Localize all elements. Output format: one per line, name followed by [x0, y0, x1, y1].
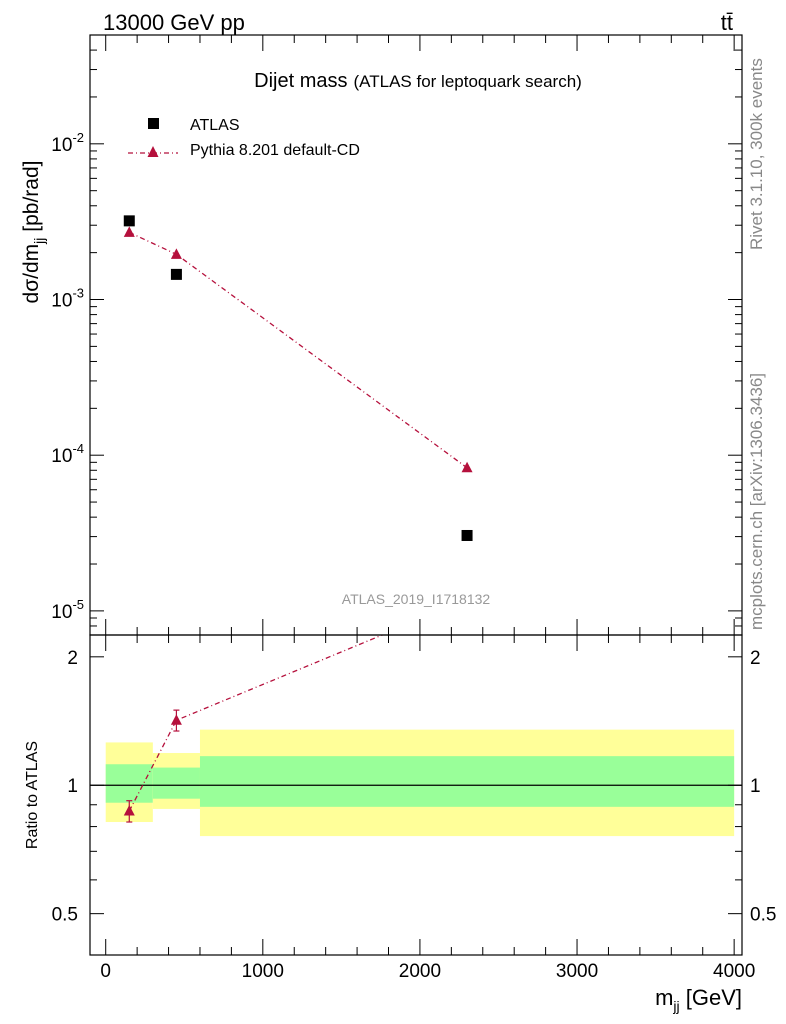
- main-y-axis-label-main: dσ/dm: [20, 244, 43, 304]
- main-panel-watermark: ATLAS_2019_I1718132: [342, 591, 491, 607]
- main-y-axis-label-unit: [pb/rad]: [20, 161, 43, 238]
- ratio-uncertainty-band-inner: [105, 764, 153, 803]
- x-tick-label: 3000: [556, 961, 598, 982]
- mcplots-label: mcplots.cern.ch [arXiv:1306.3436]: [747, 373, 766, 630]
- main-y-tick-label: 10-5: [51, 597, 84, 623]
- main-y-tick-label-exp: -4: [72, 441, 84, 456]
- main-y-tick-label-base: 10: [51, 291, 72, 312]
- pythia-point: [461, 461, 473, 473]
- ratio-uncertainty-band-inner: [152, 767, 200, 799]
- atlas-point: [123, 215, 135, 227]
- legend-atlas-label: ATLAS: [190, 117, 240, 134]
- main-y-tick-label-base: 10: [51, 446, 72, 467]
- main-y-tick-label-exp: -3: [72, 286, 84, 301]
- main-y-tick-label-exp: -5: [72, 597, 84, 612]
- x-tick-label: 2000: [399, 961, 441, 982]
- ratio-series-group: [123, 635, 384, 823]
- atlas-point: [170, 268, 182, 280]
- ratio-y-tick-label-left: 1: [67, 776, 78, 797]
- x-tick-label: 4000: [713, 961, 755, 982]
- x-tick-label: 1000: [242, 961, 284, 982]
- x-axis-label: mjj [GeV]: [655, 985, 742, 1014]
- x-axis-label-main: m: [655, 985, 673, 1010]
- main-y-tick-label-base: 10: [51, 602, 72, 623]
- ratio-y-tick-label-left: 0.5: [52, 905, 78, 926]
- ratio-panel: 0.5 0.5 1 1 2 2 0 1000 2000 3000 4000 Ratio to ATL…: [24, 634, 776, 1014]
- ratio-uncertainty-band-inner: [199, 756, 735, 807]
- series-pythia-line: [129, 231, 468, 469]
- ratio-frame: [89, 634, 743, 956]
- main-panel: ATLAS_2019_I1718132 10-210-310-410-5 Dij…: [20, 34, 743, 636]
- main-frame: [89, 34, 743, 636]
- ratio-pythia-point: [123, 805, 135, 816]
- main-y-axis-label: dσ/dmjj [pb/rad]: [20, 161, 47, 304]
- header-energy-label: 13000 GeV pp: [103, 10, 245, 35]
- chart-title-main: Dijet mass: [254, 70, 347, 92]
- x-tick-label: 0: [100, 961, 111, 982]
- main-y-tick-label: 10-2: [51, 130, 84, 156]
- pythia-point: [170, 248, 182, 259]
- ratio-pythia-line: [128, 635, 384, 812]
- legend-pythia-marker: [147, 146, 159, 157]
- ratio-y-axis-label: Ratio to ATLAS: [24, 741, 41, 849]
- main-y-axis-label-sub: jj: [31, 238, 47, 245]
- x-axis-label-sub: jj: [672, 998, 679, 1014]
- legend-pythia-label: Pythia 8.201 default-CD: [190, 142, 360, 159]
- header-process-label: tt̄: [721, 10, 733, 35]
- main-y-tick-label: 10-3: [51, 286, 84, 312]
- main-y-tick-label: 10-4: [51, 441, 84, 467]
- ratio-y-tick-label-right: 1: [750, 776, 761, 797]
- chart-subtitle: (ATLAS for leptoquark search): [354, 72, 582, 91]
- legend: ATLAS Pythia 8.201 default-CD: [128, 117, 360, 159]
- x-axis-label-unit: [GeV]: [680, 985, 742, 1010]
- main-axes: 10-210-310-410-5: [51, 34, 742, 636]
- main-y-tick-label-base: 10: [51, 135, 72, 156]
- main-y-tick-label-exp: -2: [72, 130, 84, 145]
- atlas-point: [461, 529, 473, 541]
- chart-title: Dijet mass (ATLAS for leptoquark search): [254, 70, 582, 92]
- legend-atlas-marker: [148, 118, 159, 129]
- pythia-point: [123, 226, 135, 237]
- ratio-axes: 0.5 0.5 1 1 2 2 0 1000 2000 3000 4000: [52, 635, 776, 982]
- ratio-y-tick-label-right: 2: [750, 648, 761, 669]
- main-plot-area: [123, 215, 473, 541]
- ratio-y-tick-label-right: 0.5: [750, 905, 776, 926]
- ratio-y-tick-label-left: 2: [67, 648, 78, 669]
- rivet-label: Rivet 3.1.10, 300k events: [747, 58, 766, 250]
- ratio-plot-area: [90, 635, 742, 837]
- ratio-pythia-point: [170, 714, 182, 725]
